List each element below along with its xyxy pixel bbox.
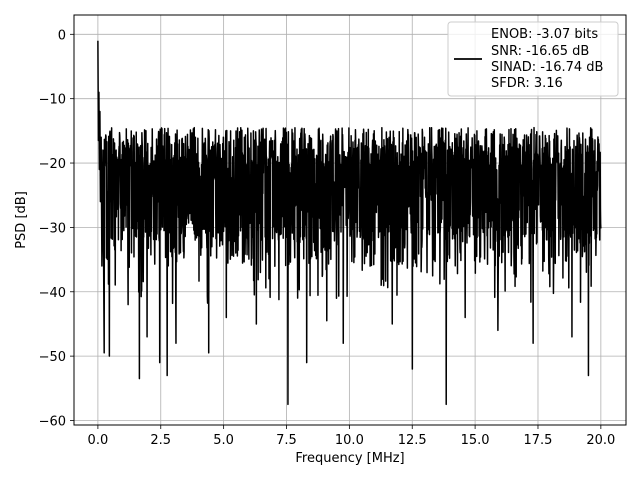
y-axis-label: PSD [dB] xyxy=(14,191,29,249)
x-tick-label: 10.0 xyxy=(335,433,364,448)
x-axis-ticks: 0.0 2.5 5.0 7.5 10.0 12.5 15.0 17.5 20.0 xyxy=(88,425,615,448)
psd-series xyxy=(97,40,602,406)
legend-sinad: SINAD: -16.74 dB xyxy=(491,60,603,75)
x-tick-label: 0.0 xyxy=(88,433,109,448)
psd-series-line xyxy=(97,40,602,406)
x-tick-label: 20.0 xyxy=(586,433,615,448)
y-tick-label: −60 xyxy=(39,414,66,429)
legend: ENOB: -3.07 bits SNR: -16.65 dB SINAD: -… xyxy=(447,21,619,97)
y-tick-label: −10 xyxy=(39,93,66,108)
legend-sfdr: SFDR: 3.16 xyxy=(491,76,563,91)
y-axis-ticks: 0 −10 −20 −30 −40 −50 −60 xyxy=(39,28,74,429)
x-tick-label: 7.5 xyxy=(276,433,297,448)
y-tick-label: −50 xyxy=(39,350,66,365)
x-tick-label: 12.5 xyxy=(398,433,427,448)
y-tick-label: −40 xyxy=(39,286,66,301)
legend-enob: ENOB: -3.07 bits xyxy=(491,27,598,42)
y-tick-label: −30 xyxy=(39,221,66,236)
x-tick-label: 5.0 xyxy=(213,433,234,448)
plot-frame xyxy=(73,14,627,426)
legend-box xyxy=(447,21,619,97)
x-tick-label: 15.0 xyxy=(461,433,490,448)
x-axis-label: Frequency [MHz] xyxy=(295,451,404,466)
legend-snr: SNR: -16.65 dB xyxy=(491,44,589,59)
y-tick-label: 0 xyxy=(58,28,66,43)
x-tick-label: 2.5 xyxy=(150,433,171,448)
x-tick-label: 17.5 xyxy=(524,433,553,448)
y-tick-label: −20 xyxy=(39,157,66,172)
